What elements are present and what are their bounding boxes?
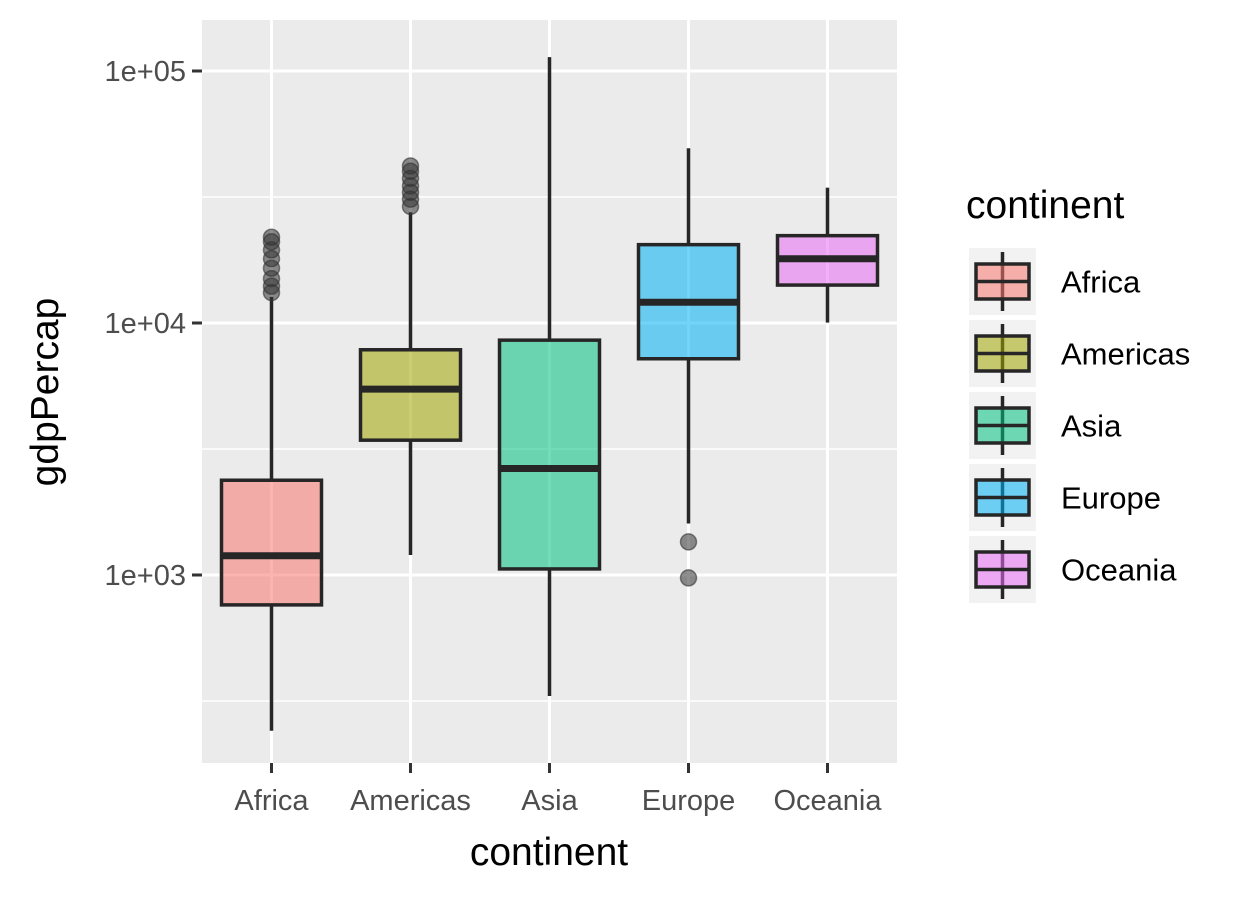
x-tick-label-americas: Americas xyxy=(350,785,471,817)
x-tick-label-oceania: Oceania xyxy=(773,785,882,817)
y-axis: 1e+03 1e+04 1e+05 xyxy=(105,56,202,592)
x-axis: Africa Americas Asia Europe Oceania xyxy=(234,763,882,817)
y-tick-label-0: 1e+03 xyxy=(105,560,186,592)
box-body-africa xyxy=(219,478,324,607)
box-europe xyxy=(636,148,741,587)
outlier-americas-6 xyxy=(401,157,420,175)
legend-label-americas: Americas xyxy=(1061,337,1190,372)
legend-item-europe: Europe xyxy=(969,464,1161,531)
outlier-europe-1 xyxy=(679,569,698,587)
legend-label-europe: Europe xyxy=(1061,481,1161,516)
legend: continent Africa Americas Asia Europe Oceani… xyxy=(966,184,1190,603)
box-asia xyxy=(497,57,602,697)
outlier-europe-0 xyxy=(679,533,698,551)
box-americas xyxy=(358,157,463,556)
box-oceania xyxy=(775,187,880,323)
legend-title: continent xyxy=(966,184,1124,227)
box-africa xyxy=(219,228,324,731)
x-tick-label-europe: Europe xyxy=(642,785,736,817)
y-tick-label-2: 1e+05 xyxy=(105,56,186,88)
legend-label-asia: Asia xyxy=(1061,409,1122,444)
x-tick-label-asia: Asia xyxy=(521,785,578,817)
box-body-americas xyxy=(358,348,463,442)
y-tick-label-1: 1e+04 xyxy=(105,308,186,340)
y-axis-title: gdpPercap xyxy=(24,298,67,487)
legend-item-oceania: Oceania xyxy=(969,536,1177,603)
legend-item-asia: Asia xyxy=(969,392,1122,459)
legend-item-americas: Americas xyxy=(969,320,1190,387)
legend-label-oceania: Oceania xyxy=(1061,553,1177,588)
legend-label-africa: Africa xyxy=(1061,265,1141,300)
boxes-layer xyxy=(219,57,880,731)
box-body-asia xyxy=(497,338,602,571)
outlier-africa-7 xyxy=(262,228,281,246)
x-tick-label-africa: Africa xyxy=(234,785,309,817)
legend-item-africa: Africa xyxy=(969,248,1141,315)
x-axis-title: continent xyxy=(470,831,628,874)
